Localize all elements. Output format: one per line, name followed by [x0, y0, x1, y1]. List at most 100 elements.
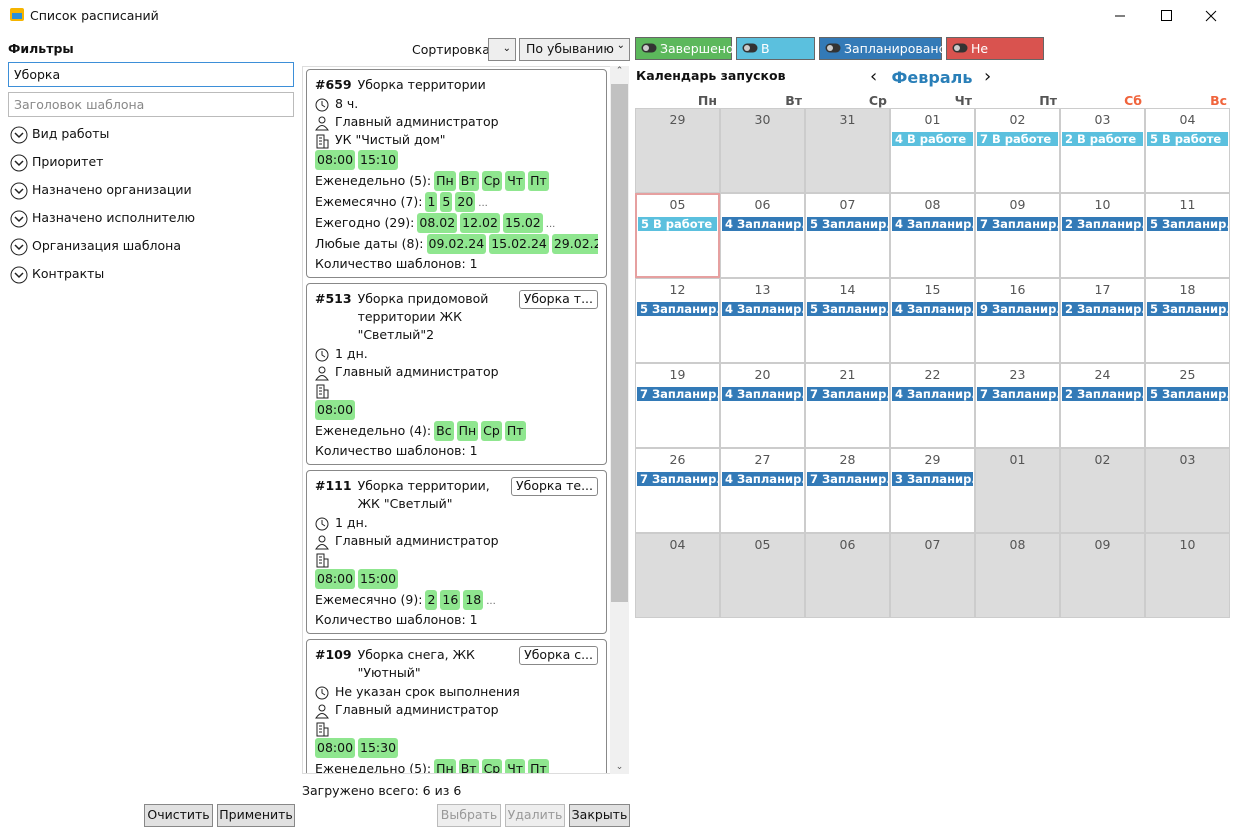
status-toggle[interactable]: Не создано [946, 37, 1044, 78]
window-controls[interactable] [1110, 8, 1230, 24]
day-cell[interactable]: 28 7 Запланир... [805, 448, 890, 533]
event-bar[interactable]: 4 Запланир... [892, 302, 973, 316]
event-bar[interactable]: 5 Запланир... [1147, 302, 1228, 316]
day-cell[interactable]: 27 4 Запланир... [720, 448, 805, 533]
day-cell[interactable]: 19 7 Запланир... [635, 363, 720, 448]
day-cell[interactable]: 03 2 В работе [1060, 108, 1145, 193]
day-cell[interactable]: 22 4 Запланир... [890, 363, 975, 448]
event-bar[interactable]: 5 Запланир... [1147, 387, 1228, 401]
event-bar[interactable]: 5 В работе [638, 217, 717, 231]
day-cell[interactable]: 08 4 Запланир... [890, 193, 975, 278]
day-cell[interactable]: 23 7 Запланир... [975, 363, 1060, 448]
scrollbar[interactable]: ⌃ ⌄ [610, 66, 629, 774]
schedule-card[interactable]: #513 Уборка придомовой территории ЖК "Све… [306, 283, 607, 465]
event-bar[interactable]: 4 Запланир... [722, 387, 803, 401]
close-button[interactable]: Закрыть [569, 804, 630, 827]
day-cell[interactable]: 07 [890, 533, 975, 618]
day-cell[interactable]: 08 [975, 533, 1060, 618]
day-cell[interactable]: 10 [1145, 533, 1230, 618]
event-bar[interactable]: 3 Запланир... [892, 472, 973, 486]
event-bar[interactable]: 7 Запланир... [807, 387, 888, 401]
apply-button[interactable]: Применить [217, 804, 295, 827]
event-bar[interactable]: 7 В работе [977, 132, 1058, 146]
filter-group[interactable]: Приоритет [10, 153, 103, 172]
filter-group[interactable]: Организация шаблона [10, 237, 181, 256]
day-cell[interactable]: 02 [1060, 448, 1145, 533]
event-bar[interactable]: 5 В работе [1147, 132, 1228, 146]
event-bar[interactable]: 4 Запланир... [722, 217, 803, 231]
filter-group[interactable]: Назначено исполнителю [10, 209, 195, 228]
day-cell[interactable]: 05 [720, 533, 805, 618]
prev-month[interactable]: ‹ [870, 66, 878, 87]
event-bar[interactable]: 7 Запланир... [977, 387, 1058, 401]
day-cell[interactable]: 10 2 Запланир... [1060, 193, 1145, 278]
event-bar[interactable]: 4 Запланир... [722, 472, 803, 486]
day-cell[interactable]: 13 4 Запланир... [720, 278, 805, 363]
day-cell[interactable]: 16 9 Запланир... [975, 278, 1060, 363]
day-cell[interactable]: 14 5 Запланир... [805, 278, 890, 363]
search-input[interactable]: Уборка [8, 62, 294, 87]
schedule-card[interactable]: #109 Уборка снега, ЖК "Уютный" Уборка с...… [306, 639, 607, 773]
day-cell[interactable]: 15 4 Запланир... [890, 278, 975, 363]
event-bar[interactable]: 4 Запланир... [892, 217, 973, 231]
event-bar[interactable]: 7 Запланир... [807, 472, 888, 486]
day-cell[interactable]: 30 [720, 108, 805, 193]
day-cell[interactable]: 03 [1145, 448, 1230, 533]
day-cell[interactable]: 29 [635, 108, 720, 193]
next-month[interactable]: › [984, 66, 992, 87]
schedule-card[interactable]: #659 Уборка территории 8 ч. Главный админис… [306, 69, 607, 278]
day-cell[interactable]: 01 [975, 448, 1060, 533]
event-bar[interactable]: 7 Запланир... [637, 472, 718, 486]
event-bar[interactable]: 2 В работе [1062, 132, 1143, 146]
day-cell[interactable]: 07 5 Запланир... [805, 193, 890, 278]
event-bar[interactable]: 4 В работе [892, 132, 973, 146]
day-cell[interactable]: 21 7 Запланир... [805, 363, 890, 448]
day-cell[interactable]: 01 4 В работе [890, 108, 975, 193]
day-cell[interactable]: 04 [635, 533, 720, 618]
event-bar[interactable]: 4 Запланир... [892, 387, 973, 401]
day-cell[interactable]: 09 7 Запланир... [975, 193, 1060, 278]
sort-order[interactable]: По убыванию ⌄ [519, 38, 630, 61]
day-cell[interactable]: 06 4 Запланир... [720, 193, 805, 278]
schedule-card[interactable]: #111 Уборка территории, ЖК "Светлый" Уборк… [306, 470, 607, 634]
filter-group[interactable]: Контракты [10, 265, 104, 284]
event-bar[interactable]: 4 Запланир... [722, 302, 803, 316]
status-toggle[interactable]: В работе [736, 37, 815, 78]
event-bar[interactable]: 5 Запланир... [1147, 217, 1228, 231]
clear-button[interactable]: Очистить [144, 804, 213, 827]
status-toggle[interactable]: Завершено [635, 37, 734, 60]
event-bar[interactable]: 5 Запланир... [807, 302, 888, 316]
day-cell[interactable]: 26 7 Запланир... [635, 448, 720, 533]
template-input[interactable]: Заголовок шаблона [8, 92, 294, 117]
day-cell[interactable]: 17 2 Запланир... [1060, 278, 1145, 363]
day-cell[interactable]: 12 5 Запланир... [635, 278, 720, 363]
filter-group[interactable]: Назначено организации [10, 181, 192, 200]
event-bar[interactable]: 9 Запланир... [977, 302, 1058, 316]
day-cell[interactable]: 29 3 Запланир... [890, 448, 975, 533]
day-cell[interactable]: 04 5 В работе [1145, 108, 1230, 193]
day-cell[interactable]: 25 5 Запланир... [1145, 363, 1230, 448]
event-bar[interactable]: 2 Запланир... [1062, 302, 1143, 316]
day-cell[interactable]: 31 [805, 108, 890, 193]
day-cell[interactable]: 20 4 Запланир... [720, 363, 805, 448]
day-cell[interactable]: 09 [1060, 533, 1145, 618]
event-bar[interactable]: 5 Запланир... [807, 217, 888, 231]
day-cell[interactable]: 06 [805, 533, 890, 618]
filter-group[interactable]: Вид работы [10, 125, 109, 144]
day-cell[interactable]: 05 5 В работе [635, 193, 720, 278]
event-bar[interactable]: 7 Запланир... [977, 217, 1058, 231]
day-cell[interactable]: 24 2 Запланир... [1060, 363, 1145, 448]
day-cell[interactable]: 18 5 Запланир... [1145, 278, 1230, 363]
event-bar[interactable]: 2 Запланир... [1062, 387, 1143, 401]
sort-field[interactable]: ⌄ [488, 38, 516, 61]
status-toggle[interactable]: Запланировано [819, 37, 946, 60]
schedule-chip: Вс [434, 421, 454, 441]
card-tag[interactable]: Уборка с... [519, 646, 598, 665]
event-bar[interactable]: 7 Запланир... [637, 387, 718, 401]
card-tag[interactable]: Уборка те... [511, 477, 598, 496]
day-cell[interactable]: 02 7 В работе [975, 108, 1060, 193]
day-cell[interactable]: 11 5 Запланир... [1145, 193, 1230, 278]
card-tag[interactable]: Уборка т... [518, 290, 598, 309]
event-bar[interactable]: 5 Запланир... [637, 302, 718, 316]
event-bar[interactable]: 2 Запланир... [1062, 217, 1143, 231]
